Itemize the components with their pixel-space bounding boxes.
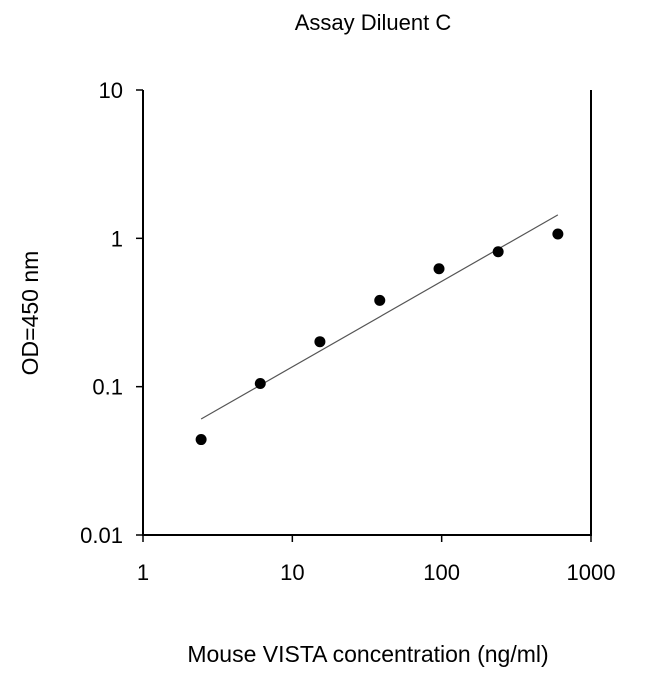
data-point [492, 246, 504, 258]
y-tick-label: 0.1 [92, 375, 123, 400]
x-tick-label: 1000 [567, 560, 616, 585]
x-tick-label: 100 [423, 560, 460, 585]
y-axis-label: OD=450 nm [17, 251, 43, 376]
x-tick-label: 1 [137, 560, 149, 585]
chart-title: Assay Diluent C [295, 10, 452, 35]
x-axis-label: Mouse VISTA concentration (ng/ml) [187, 641, 548, 667]
data-point [254, 378, 266, 390]
y-tick-label: 1 [111, 226, 123, 251]
data-point [433, 263, 445, 275]
ticks: 1 10 100 1000 0.01 0.1 1 10 [80, 78, 615, 585]
data-point [374, 294, 386, 306]
fit-line [200, 214, 559, 420]
data-point [552, 228, 564, 240]
x-tick-label: 10 [280, 560, 304, 585]
fit-line-group [200, 214, 559, 420]
data-points [195, 228, 564, 446]
data-point [195, 434, 207, 446]
data-point [314, 336, 326, 348]
y-tick-label: 0.01 [80, 523, 123, 548]
axes [142, 90, 592, 536]
y-tick-label: 10 [99, 78, 123, 103]
